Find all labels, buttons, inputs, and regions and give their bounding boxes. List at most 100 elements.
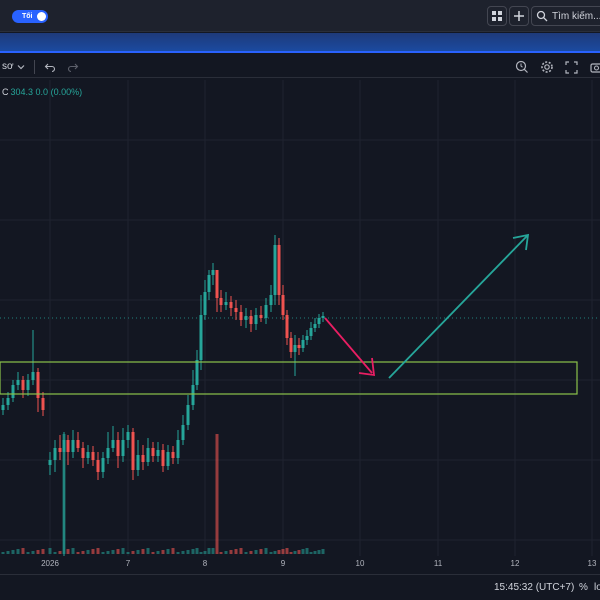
- layout-button[interactable]: [487, 6, 507, 26]
- candle-body: [101, 458, 105, 472]
- volume-bar: [41, 549, 45, 554]
- candle-body: [106, 448, 110, 458]
- volume-bar: [309, 552, 313, 554]
- volume-bar: [207, 548, 211, 554]
- volume-bar: [317, 550, 321, 554]
- candle-body: [289, 338, 293, 352]
- volume-bar: [91, 549, 95, 554]
- volume-bar: [76, 552, 80, 554]
- candle-body: [151, 448, 155, 456]
- legend-close-value: 304.3: [10, 87, 34, 97]
- candle-body: [254, 315, 258, 324]
- volume-bar: [136, 550, 140, 554]
- chart-grid: [0, 80, 600, 556]
- replay-icon[interactable]: [514, 59, 530, 75]
- candle-body: [203, 292, 207, 315]
- candle-body: [96, 460, 100, 472]
- candle-body: [186, 405, 190, 425]
- candle-body: [301, 340, 305, 348]
- redo-icon[interactable]: [65, 59, 81, 75]
- undo-icon[interactable]: [42, 59, 58, 75]
- arrow-up-drawing[interactable]: [388, 233, 530, 379]
- candle-body: [41, 398, 45, 410]
- candle-body: [176, 440, 180, 458]
- tab-strip: [0, 33, 600, 53]
- candle-body: [273, 245, 277, 295]
- candle-body: [215, 270, 219, 298]
- candle-body: [234, 308, 238, 312]
- candle-body: [91, 452, 95, 460]
- time-axis[interactable]: 2026 7 8 9 10 11 12 13: [0, 556, 600, 572]
- arrow-down-drawing[interactable]: [324, 317, 376, 377]
- volume-bar: [6, 551, 10, 554]
- candle-body: [86, 452, 90, 458]
- gear-icon[interactable]: [539, 59, 555, 75]
- x-tick: 13: [587, 559, 597, 568]
- theme-toggle[interactable]: Tối: [12, 9, 48, 23]
- volume-bar: [166, 549, 170, 554]
- volume-bar: [305, 548, 309, 554]
- candle-body: [309, 328, 313, 336]
- chevron-down-icon[interactable]: [13, 59, 29, 75]
- volume-bar: [289, 552, 293, 554]
- candle-body: [76, 440, 80, 448]
- fullscreen-icon[interactable]: [563, 59, 579, 75]
- candle-body: [161, 450, 165, 466]
- price-chart[interactable]: [0, 80, 600, 556]
- percent-scale-button[interactable]: %: [579, 582, 588, 593]
- camera-icon[interactable]: [588, 59, 600, 75]
- support-zone-rectangle[interactable]: [0, 361, 578, 395]
- volume-bar: [151, 552, 155, 554]
- theme-toggle-switch[interactable]: Tối: [12, 9, 48, 23]
- volume-bar: [254, 550, 258, 554]
- clock[interactable]: 15:45:32 (UTC+7): [494, 582, 575, 593]
- candle-body: [224, 302, 228, 305]
- search-input[interactable]: Tìm kiếm...: [531, 6, 600, 26]
- theme-toggle-label: Tối: [22, 12, 33, 20]
- x-tick: 10: [355, 559, 365, 568]
- candle-body: [121, 440, 125, 456]
- volume-bar: [106, 551, 110, 554]
- volume-bar: [146, 548, 150, 554]
- candle-body: [146, 448, 150, 462]
- candle-body: [131, 432, 135, 470]
- candle-body: [297, 345, 301, 348]
- x-tick: 8: [202, 559, 208, 568]
- candle-body: [293, 345, 297, 352]
- candle-body: [31, 372, 35, 380]
- x-tick: 7: [125, 559, 131, 568]
- bottom-bar: 15:45:32 (UTC+7) % lo: [0, 574, 600, 600]
- candle-body: [199, 315, 203, 360]
- candle-body: [21, 380, 25, 390]
- candle-body: [6, 398, 10, 405]
- volume-bar: [191, 549, 195, 554]
- add-button[interactable]: [509, 6, 529, 26]
- candle-body: [136, 455, 140, 470]
- search-icon: [536, 10, 548, 22]
- ohlc-legend: C 304.3 0.0 (0.00%): [2, 87, 82, 97]
- chart-style-label[interactable]: sơ: [2, 61, 14, 72]
- volume-bar: [116, 549, 120, 554]
- volume-bar: [285, 548, 289, 554]
- candle-body: [111, 440, 115, 448]
- volume-bar: [62, 434, 66, 554]
- volume-bar: [1, 552, 5, 554]
- chart-toolbar: sơ: [0, 56, 600, 78]
- volume-bar: [281, 549, 285, 554]
- candle-body: [285, 315, 289, 338]
- volume-bar: [31, 551, 35, 554]
- volume-bar: [101, 552, 105, 554]
- log-scale-button[interactable]: lo: [594, 582, 600, 593]
- candle-body: [141, 455, 145, 462]
- volume-bar: [203, 551, 207, 554]
- candle-body: [313, 324, 317, 328]
- volume-bar: [16, 549, 20, 554]
- volume-bar: [141, 549, 145, 554]
- x-tick: 12: [510, 559, 520, 568]
- candle-body: [264, 305, 268, 318]
- candle-body: [16, 380, 20, 385]
- volume-bar: [186, 550, 190, 554]
- volume-bar: [71, 548, 75, 554]
- legend-key: C: [2, 87, 9, 97]
- candle-body: [71, 440, 75, 452]
